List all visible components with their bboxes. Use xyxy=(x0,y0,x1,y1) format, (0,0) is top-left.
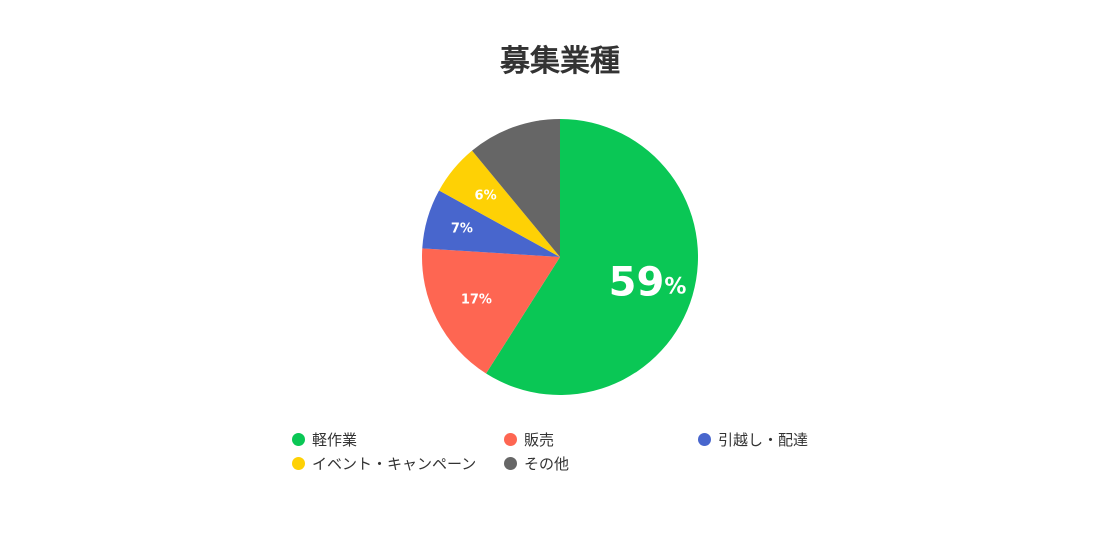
legend-label-moving-delivery: 引越し・配達 xyxy=(718,430,809,449)
legend-swatch-other xyxy=(504,456,517,470)
chart-title: 募集業種 xyxy=(500,44,620,79)
legend-item-moving-delivery: 引越し・配達 xyxy=(698,430,852,449)
slice-label-moving-delivery: 7% xyxy=(451,221,473,236)
slice-moving-delivery xyxy=(422,190,560,257)
slice-light-work xyxy=(486,119,698,395)
legend-label-light-work: 軽作業 xyxy=(312,430,358,449)
legend: 軽作業 販売 引越し・配達 イベント・キャンペーン その他 xyxy=(292,430,852,473)
slice-other xyxy=(472,119,560,257)
legend-item-other: その他 xyxy=(504,454,698,473)
legend-label-other: その他 xyxy=(524,454,570,473)
slice-event-campaign xyxy=(439,150,560,257)
legend-swatch-sales xyxy=(504,432,517,446)
legend-item-light-work: 軽作業 xyxy=(292,430,504,449)
slice-label-sales: 17% xyxy=(461,292,492,307)
slice-label-light-work: 59% xyxy=(609,259,687,305)
legend-label-event-campaign: イベント・キャンペーン xyxy=(312,454,477,473)
legend-item-event-campaign: イベント・キャンペーン xyxy=(292,454,504,473)
legend-label-sales: 販売 xyxy=(524,430,555,449)
slice-label-event-campaign: 6% xyxy=(475,188,497,203)
legend-item-sales: 販売 xyxy=(504,430,698,449)
legend-swatch-event-campaign xyxy=(292,456,305,470)
legend-swatch-light-work xyxy=(292,432,305,446)
slice-sales xyxy=(421,248,560,374)
legend-swatch-moving-delivery xyxy=(698,432,711,446)
